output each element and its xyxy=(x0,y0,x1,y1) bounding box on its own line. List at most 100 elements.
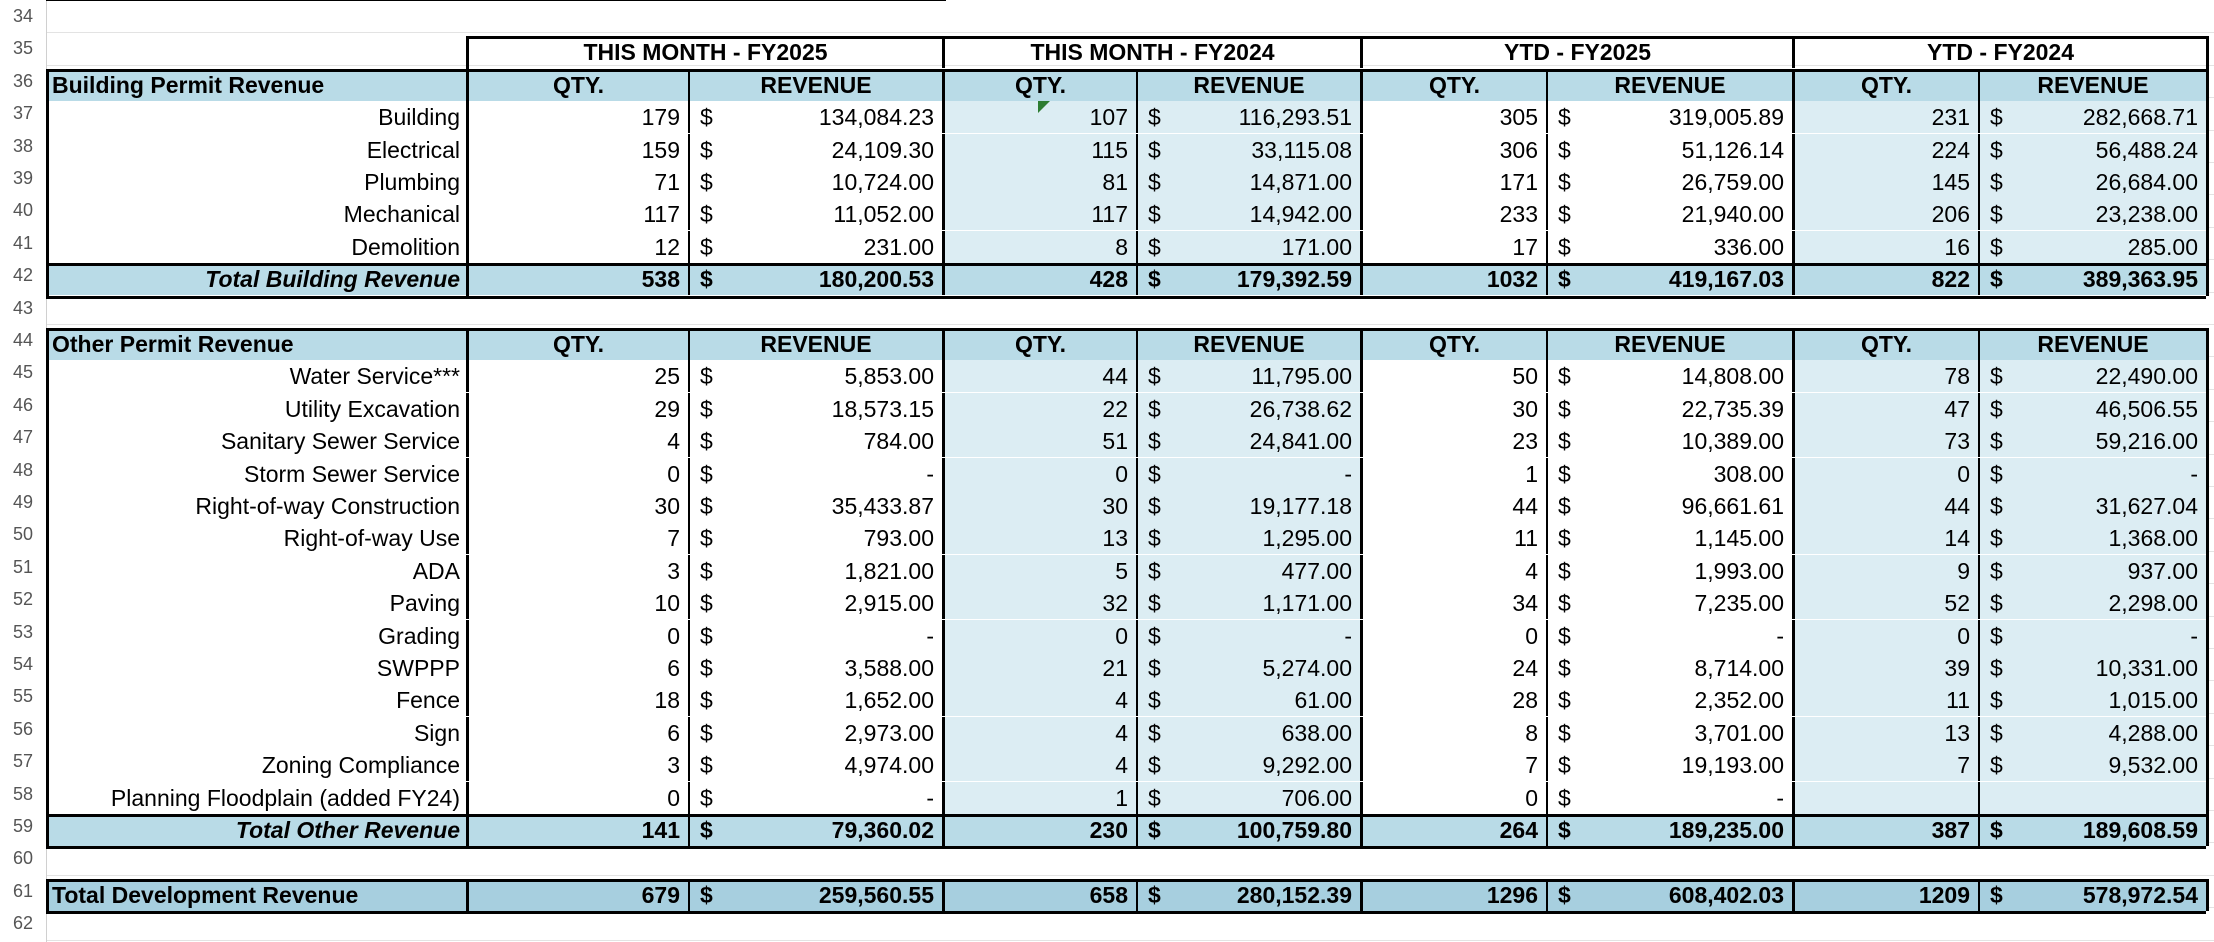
other-row-revenue-cell[interactable]: $61.00 xyxy=(1136,684,1360,716)
other-row-revenue-cell[interactable]: $96,661.61 xyxy=(1546,490,1792,522)
other-row-qty-cell[interactable]: 0 xyxy=(466,782,688,814)
other-total-revenue-cell[interactable]: $100,759.80 xyxy=(1136,814,1360,846)
building-row-revenue-cell[interactable]: $285.00 xyxy=(1978,231,2206,263)
building-total-revenue-cell[interactable]: $389,363.95 xyxy=(1978,263,2206,295)
building-row-qty-cell[interactable]: 171 xyxy=(1360,166,1546,198)
other-row-qty-cell[interactable]: 4 xyxy=(942,684,1136,716)
grand-total-revenue-cell[interactable]: $280,152.39 xyxy=(1136,879,1360,911)
other-row-qty-cell[interactable]: 9 xyxy=(1792,555,1978,587)
building-row-label[interactable]: Plumbing xyxy=(46,166,466,198)
building-row-qty-cell[interactable]: 115 xyxy=(942,134,1136,166)
qty-column-header[interactable]: QTY. xyxy=(942,328,1136,360)
other-row-revenue-cell[interactable]: $784.00 xyxy=(688,425,942,457)
building-row-revenue-cell[interactable]: $116,293.51 xyxy=(1136,101,1360,133)
other-row-qty-cell[interactable]: 44 xyxy=(942,360,1136,392)
other-row-label[interactable]: ADA xyxy=(46,555,466,587)
qty-column-header[interactable]: QTY. xyxy=(1792,69,1978,101)
other-row-revenue-cell[interactable]: $ - xyxy=(1136,458,1360,490)
building-row-qty-cell[interactable]: 12 xyxy=(466,231,688,263)
row-number[interactable]: 35 xyxy=(0,32,46,64)
other-row-revenue-cell[interactable]: $11,795.00 xyxy=(1136,360,1360,392)
grand-total-revenue-cell[interactable]: $608,402.03 xyxy=(1546,879,1792,911)
other-row-revenue-cell[interactable]: $22,490.00 xyxy=(1978,360,2206,392)
qty-column-header[interactable]: QTY. xyxy=(942,69,1136,101)
other-row-revenue-cell[interactable]: $ - xyxy=(1546,620,1792,652)
row-number[interactable]: 34 xyxy=(0,0,46,32)
other-row-revenue-cell[interactable]: $1,821.00 xyxy=(688,555,942,587)
other-row-label[interactable]: Sign xyxy=(46,717,466,749)
building-total-revenue-cell[interactable]: $419,167.03 xyxy=(1546,263,1792,295)
building-row-qty-cell[interactable]: 224 xyxy=(1792,134,1978,166)
row-number[interactable]: 60 xyxy=(0,842,46,874)
other-row-label[interactable]: Grading xyxy=(46,620,466,652)
row-number[interactable]: 47 xyxy=(0,421,46,453)
other-row-revenue-cell[interactable]: $5,853.00 xyxy=(688,360,942,392)
row-number[interactable]: 49 xyxy=(0,486,46,518)
other-row-revenue-cell[interactable]: $35,433.87 xyxy=(688,490,942,522)
row-number[interactable]: 43 xyxy=(0,292,46,324)
other-row-revenue-cell[interactable]: $ - xyxy=(1978,620,2206,652)
building-row-revenue-cell[interactable]: $51,126.14 xyxy=(1546,134,1792,166)
other-row-revenue-cell[interactable]: $1,993.00 xyxy=(1546,555,1792,587)
other-row-qty-cell[interactable]: 78 xyxy=(1792,360,1978,392)
other-row-qty-cell[interactable]: 18 xyxy=(466,684,688,716)
revenue-column-header[interactable]: REVENUE xyxy=(1546,328,1792,360)
other-total-revenue-cell[interactable]: $189,608.59 xyxy=(1978,814,2206,846)
qty-column-header[interactable]: QTY. xyxy=(466,328,688,360)
building-row-label[interactable]: Mechanical xyxy=(46,198,466,230)
other-row-label[interactable]: Sanitary Sewer Service xyxy=(46,425,466,457)
other-row-revenue-cell[interactable]: $706.00 xyxy=(1136,782,1360,814)
building-row-qty-cell[interactable]: 8 xyxy=(942,231,1136,263)
grand-total-qty-cell[interactable]: 658 xyxy=(942,879,1136,911)
building-row-qty-cell[interactable]: 145 xyxy=(1792,166,1978,198)
other-row-revenue-cell[interactable]: $ - xyxy=(688,782,942,814)
other-row-revenue-cell[interactable]: $2,915.00 xyxy=(688,587,942,619)
revenue-column-header[interactable]: REVENUE xyxy=(1978,69,2206,101)
qty-column-header[interactable]: QTY. xyxy=(1792,328,1978,360)
row-number[interactable]: 44 xyxy=(0,324,46,356)
building-row-revenue-cell[interactable]: $14,942.00 xyxy=(1136,198,1360,230)
other-row-revenue-cell[interactable]: $2,298.00 xyxy=(1978,587,2206,619)
other-section-header[interactable]: Other Permit Revenue xyxy=(46,328,466,360)
other-row-revenue-cell[interactable]: $26,738.62 xyxy=(1136,393,1360,425)
grand-total-label[interactable]: Total Development Revenue xyxy=(46,879,466,911)
grand-total-qty-cell[interactable]: 679 xyxy=(466,879,688,911)
building-row-qty-cell[interactable]: 179 xyxy=(466,101,688,133)
other-row-qty-cell[interactable]: 8 xyxy=(1360,717,1546,749)
building-row-revenue-cell[interactable]: $171.00 xyxy=(1136,231,1360,263)
other-row-revenue-cell[interactable]: $308.00 xyxy=(1546,458,1792,490)
other-row-revenue-cell[interactable]: $2,352.00 xyxy=(1546,684,1792,716)
qty-column-header[interactable]: QTY. xyxy=(1360,69,1546,101)
building-total-qty-cell[interactable]: 822 xyxy=(1792,263,1978,295)
building-row-revenue-cell[interactable]: $11,052.00 xyxy=(688,198,942,230)
other-row-label[interactable]: SWPPP xyxy=(46,652,466,684)
grand-total-revenue-cell[interactable]: $578,972.54 xyxy=(1978,879,2206,911)
building-row-qty-cell[interactable]: 16 xyxy=(1792,231,1978,263)
other-row-qty-cell[interactable]: 52 xyxy=(1792,587,1978,619)
building-row-qty-cell[interactable]: 306 xyxy=(1360,134,1546,166)
row-number[interactable]: 39 xyxy=(0,162,46,194)
row-number[interactable]: 36 xyxy=(0,65,46,97)
other-row-qty-cell[interactable]: 44 xyxy=(1360,490,1546,522)
row-number[interactable]: 42 xyxy=(0,259,46,291)
other-row-revenue-cell[interactable]: $1,295.00 xyxy=(1136,522,1360,554)
revenue-column-header[interactable]: REVENUE xyxy=(1978,328,2206,360)
other-row-qty-cell[interactable]: 3 xyxy=(466,749,688,781)
other-row-qty-cell[interactable]: 47 xyxy=(1792,393,1978,425)
other-row-revenue-cell[interactable]: $ - xyxy=(1136,620,1360,652)
other-row-qty-cell[interactable]: 4 xyxy=(942,749,1136,781)
building-row-revenue-cell[interactable]: $231.00 xyxy=(688,231,942,263)
other-row-qty-cell[interactable]: 6 xyxy=(466,652,688,684)
other-row-label[interactable]: Planning Floodplain (added FY24) xyxy=(46,782,466,814)
other-row-revenue-cell[interactable]: $1,015.00 xyxy=(1978,684,2206,716)
building-row-revenue-cell[interactable]: $10,724.00 xyxy=(688,166,942,198)
row-number[interactable]: 59 xyxy=(0,810,46,842)
other-row-qty-cell[interactable]: 30 xyxy=(942,490,1136,522)
building-row-revenue-cell[interactable]: $14,871.00 xyxy=(1136,166,1360,198)
other-row-label[interactable]: Zoning Compliance xyxy=(46,749,466,781)
row-number[interactable]: 45 xyxy=(0,356,46,388)
other-row-qty-cell[interactable]: 0 xyxy=(942,458,1136,490)
revenue-column-header[interactable]: REVENUE xyxy=(688,328,942,360)
other-row-qty-cell[interactable]: 0 xyxy=(466,458,688,490)
other-row-qty-cell[interactable]: 21 xyxy=(942,652,1136,684)
